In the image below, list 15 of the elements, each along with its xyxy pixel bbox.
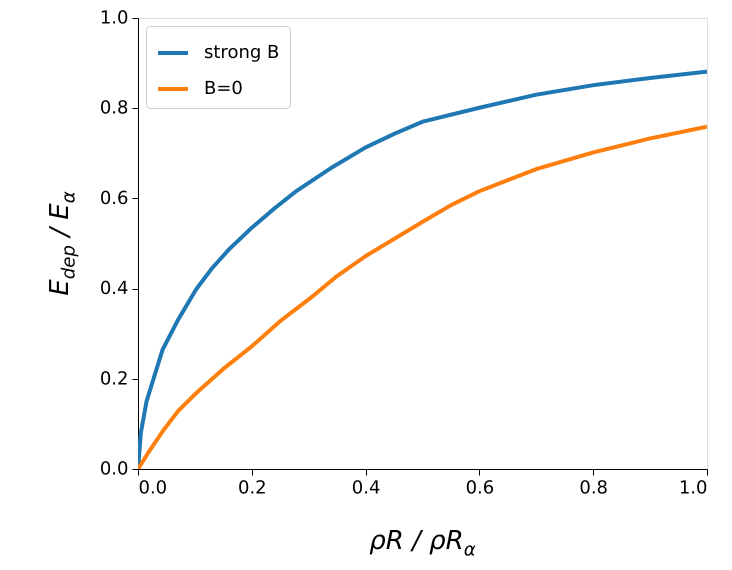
x-tick-label: 0.4 <box>352 478 380 498</box>
y-tick-label: 0.6 <box>100 188 128 209</box>
x-tick-label: 0.2 <box>238 478 267 498</box>
legend-label: strong B <box>204 42 280 63</box>
y-tick-label: 1.0 <box>100 8 128 28</box>
x-tick-label: 0.6 <box>466 478 494 498</box>
x-tick-label: 1.0 <box>678 478 708 498</box>
y-tick-label: 0.2 <box>100 368 128 390</box>
y-tick-label: 0.0 <box>100 458 128 480</box>
y-tick-label: 0.8 <box>100 98 128 119</box>
y-tick-label: 0.4 <box>100 278 128 300</box>
y-axis-title: Edep / Eα <box>45 191 80 296</box>
legend-label: B=0 <box>204 78 243 99</box>
x-tick-label: 0.8 <box>579 478 608 498</box>
x-tick-label: 0.0 <box>138 478 168 498</box>
